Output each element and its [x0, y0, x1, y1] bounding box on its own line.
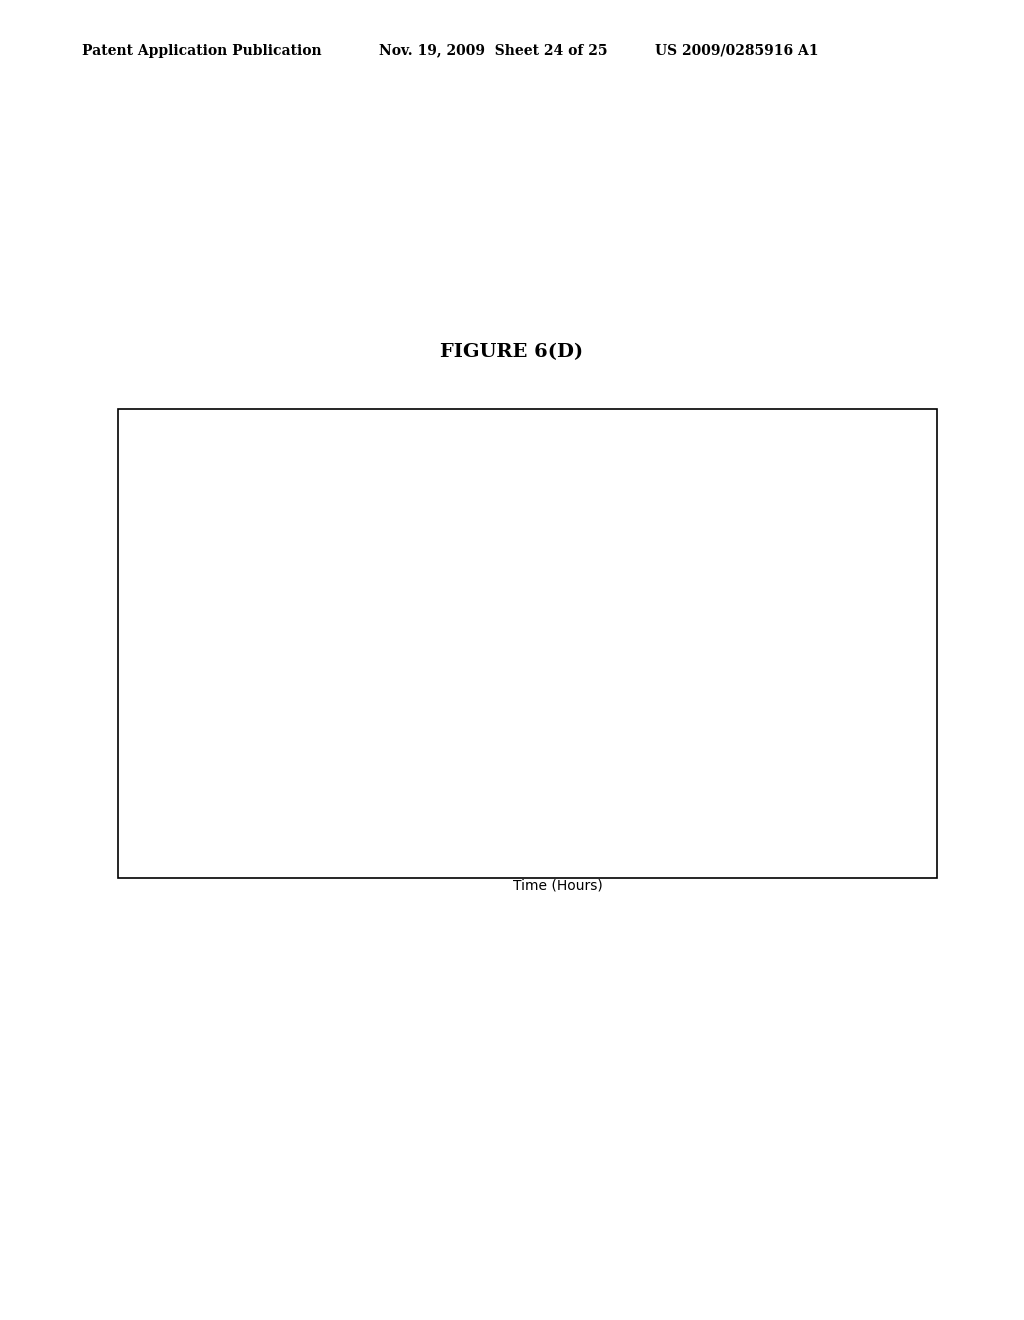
Text: FIGURE 6(D): FIGURE 6(D): [440, 343, 584, 362]
Text: Patent Application Publication: Patent Application Publication: [82, 44, 322, 58]
Text: US 2009/0285916 A1: US 2009/0285916 A1: [655, 44, 819, 58]
Title: December Serotonin:Dopamine Concentrations: December Serotonin:Dopamine Concentratio…: [355, 436, 761, 450]
Legend: Control, PPID: Control, PPID: [810, 561, 900, 603]
Bar: [218, 453, 341, 466]
Text: Nov. 19, 2009  Sheet 24 of 25: Nov. 19, 2009 Sheet 24 of 25: [379, 44, 607, 58]
X-axis label: Time (Hours): Time (Hours): [513, 879, 603, 894]
Bar: [210, 451, 906, 467]
Y-axis label: Concentration Ratio x1000: Concentration Ratio x1000: [146, 569, 160, 738]
